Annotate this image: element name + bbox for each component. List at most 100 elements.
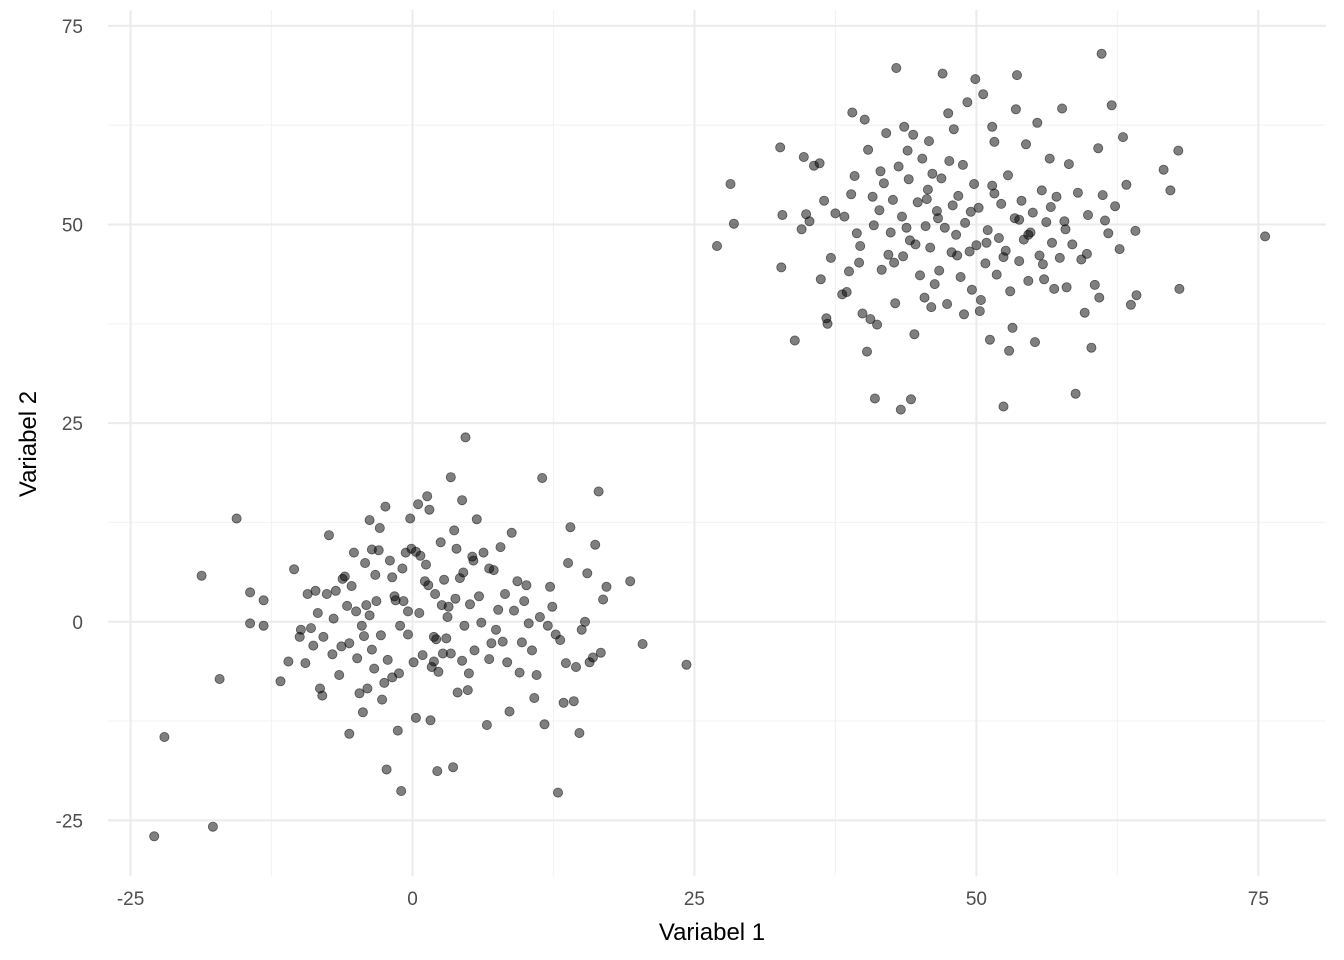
data-point bbox=[947, 200, 958, 211]
data-point bbox=[495, 542, 506, 553]
data-point bbox=[415, 550, 426, 561]
data-point bbox=[1012, 70, 1023, 81]
data-point bbox=[1061, 282, 1072, 293]
y-tick-label: 25 bbox=[62, 414, 83, 435]
data-point bbox=[560, 658, 571, 669]
data-point bbox=[944, 155, 955, 166]
data-point bbox=[872, 319, 883, 330]
data-point bbox=[1100, 215, 1111, 226]
data-point bbox=[214, 674, 225, 685]
data-point bbox=[825, 252, 836, 263]
data-point bbox=[1034, 250, 1045, 261]
data-point bbox=[1103, 228, 1114, 239]
data-point bbox=[361, 600, 372, 611]
data-point bbox=[258, 620, 269, 631]
data-point bbox=[362, 683, 373, 694]
data-point bbox=[890, 298, 901, 309]
data-point bbox=[433, 666, 444, 677]
data-point bbox=[484, 563, 495, 574]
data-point bbox=[512, 576, 523, 587]
data-point bbox=[1010, 104, 1021, 115]
data-point bbox=[364, 610, 375, 621]
data-point bbox=[473, 591, 484, 602]
data-point bbox=[993, 232, 1004, 243]
data-point bbox=[348, 547, 359, 558]
minor-gridlines bbox=[108, 10, 1326, 876]
data-point bbox=[425, 715, 436, 726]
data-point bbox=[1174, 283, 1185, 294]
data-point bbox=[1004, 345, 1015, 356]
data-point bbox=[987, 121, 998, 132]
data-point bbox=[998, 252, 1009, 263]
data-point bbox=[1081, 248, 1092, 259]
data-point bbox=[553, 787, 564, 798]
data-point bbox=[889, 257, 900, 268]
data-point bbox=[991, 269, 1002, 280]
data-point bbox=[402, 606, 413, 617]
data-point bbox=[867, 191, 878, 202]
x-axis-title: Variabel 1 bbox=[659, 919, 765, 946]
major-gridlines bbox=[108, 10, 1326, 876]
data-point bbox=[908, 129, 919, 140]
data-point bbox=[681, 659, 692, 670]
data-point bbox=[481, 720, 492, 731]
x-tick-label: 50 bbox=[966, 889, 987, 910]
data-point bbox=[396, 786, 407, 797]
data-point bbox=[417, 650, 428, 661]
data-point bbox=[370, 569, 381, 580]
data-point bbox=[1023, 229, 1034, 240]
data-point bbox=[862, 346, 873, 357]
data-point bbox=[909, 329, 920, 340]
data-point bbox=[906, 394, 917, 405]
data-point bbox=[478, 547, 489, 558]
data-point bbox=[336, 641, 347, 652]
data-point bbox=[542, 620, 553, 631]
data-point bbox=[398, 596, 409, 607]
data-point bbox=[539, 719, 550, 730]
data-point bbox=[587, 652, 598, 663]
data-point bbox=[891, 63, 902, 74]
data-point bbox=[405, 513, 416, 524]
data-point bbox=[321, 589, 332, 600]
data-point bbox=[868, 220, 879, 231]
data-point bbox=[334, 670, 345, 681]
data-point bbox=[998, 401, 1009, 412]
data-point bbox=[555, 635, 566, 646]
data-point bbox=[952, 250, 963, 261]
y-tick-label: 75 bbox=[62, 17, 83, 38]
data-point bbox=[450, 593, 461, 604]
data-point bbox=[1131, 290, 1142, 301]
data-point bbox=[379, 677, 390, 688]
data-point bbox=[305, 623, 316, 634]
data-point bbox=[904, 235, 915, 246]
data-point bbox=[547, 601, 558, 612]
data-point bbox=[984, 334, 995, 345]
data-point bbox=[423, 580, 434, 591]
data-point bbox=[926, 302, 937, 313]
data-point bbox=[360, 558, 371, 569]
data-point bbox=[863, 144, 874, 155]
data-point bbox=[855, 240, 866, 251]
data-point bbox=[245, 618, 256, 629]
data-point bbox=[300, 658, 311, 669]
data-point bbox=[1097, 190, 1108, 201]
data-point bbox=[312, 608, 323, 619]
data-point bbox=[395, 620, 406, 631]
data-point bbox=[369, 663, 380, 674]
data-point bbox=[275, 676, 286, 687]
data-point bbox=[565, 522, 576, 533]
data-point bbox=[545, 581, 556, 592]
data-point bbox=[149, 831, 160, 842]
data-point bbox=[1037, 259, 1048, 270]
data-point bbox=[1110, 201, 1121, 212]
data-point bbox=[1086, 342, 1097, 353]
data-point bbox=[327, 649, 338, 660]
data-point bbox=[819, 195, 830, 206]
data-point bbox=[637, 639, 648, 650]
data-point bbox=[933, 213, 944, 224]
data-point bbox=[484, 654, 495, 665]
data-point bbox=[428, 656, 439, 667]
data-point bbox=[885, 227, 896, 238]
data-point bbox=[580, 616, 591, 627]
data-point bbox=[432, 766, 443, 777]
